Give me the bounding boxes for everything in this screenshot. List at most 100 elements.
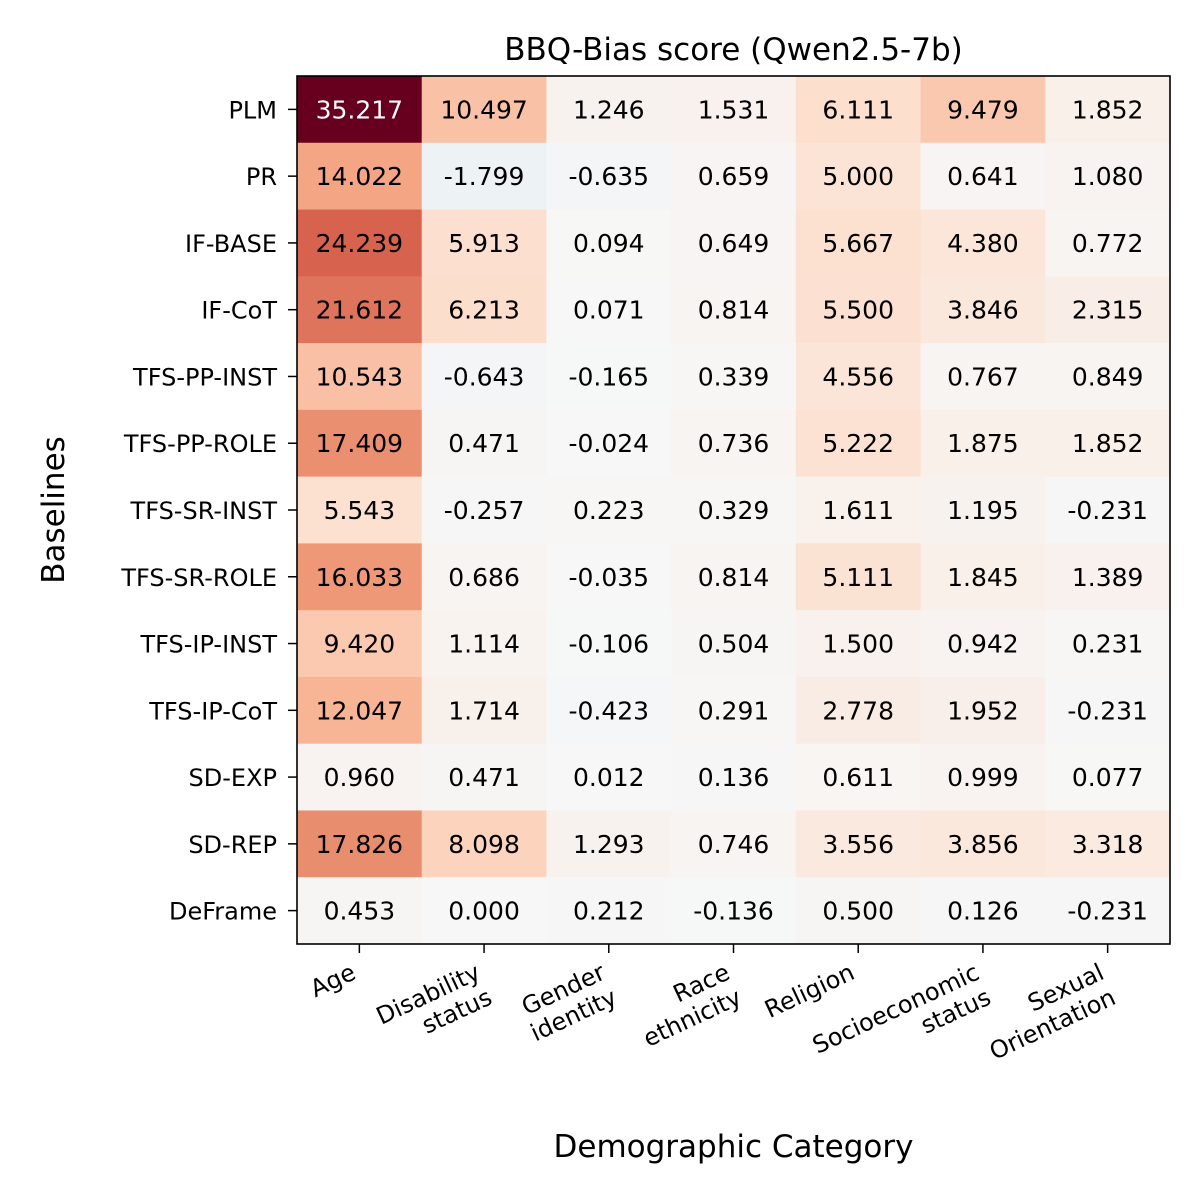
cell-value-label: 4.380: [947, 229, 1019, 258]
cell-value-label: 5.222: [822, 429, 894, 458]
cell-value-label: 6.111: [822, 95, 894, 124]
heatmap-cell: [1045, 76, 1171, 144]
heatmap-cell: [795, 743, 922, 811]
cell-value-label: 3.318: [1072, 830, 1144, 859]
heatmap-cell: [297, 142, 423, 211]
cell-value-label: 21.612: [316, 296, 403, 325]
heatmap-cell: [671, 543, 797, 611]
cell-value-label: 0.814: [698, 296, 770, 325]
cell-value-label: 0.500: [822, 897, 894, 926]
heatmap-cell: [421, 810, 547, 878]
cell-value-label: 0.641: [947, 162, 1019, 191]
cell-value-label: 0.136: [698, 763, 770, 792]
cell-value-label: 0.077: [1072, 763, 1144, 792]
heatmap-cell: [1045, 409, 1171, 478]
cell-value-label: 1.952: [947, 696, 1019, 725]
y-tick-label: TFS-PP-INST: [132, 363, 277, 391]
cell-value-label: 0.471: [448, 429, 520, 458]
cell-value-label: 35.217: [316, 95, 403, 124]
heatmap-cell: [795, 142, 922, 211]
heatmap-cell: [920, 676, 1046, 745]
cell-value-label: 2.315: [1072, 296, 1144, 325]
x-axis-label: Demographic Category: [554, 1129, 914, 1165]
heatmap-cell: [795, 476, 922, 544]
heatmap-cell: [920, 276, 1046, 344]
y-tick-label: TFS-IP-CoT: [148, 697, 277, 725]
heatmap-cell: [1045, 209, 1171, 277]
heatmap-cell: [1045, 610, 1171, 678]
cell-value-label: 3.856: [947, 830, 1019, 859]
cell-value-label: -0.231: [1067, 696, 1148, 725]
cell-value-label: 1.195: [947, 496, 1019, 525]
cell-value-label: 0.849: [1072, 362, 1144, 391]
heatmap-cell: [671, 276, 797, 344]
heatmap-cell: [546, 76, 672, 144]
heatmap-cell: [920, 409, 1046, 478]
y-tick-label: SD-EXP: [189, 764, 277, 792]
cell-value-label: 0.471: [448, 763, 520, 792]
cell-value-label: 0.649: [698, 229, 770, 258]
heatmap-cell: [671, 409, 797, 478]
heatmap-cell: [795, 543, 922, 611]
heatmap-cell: [1045, 543, 1171, 611]
heatmap-cell: [421, 409, 547, 478]
cell-value-label: 0.071: [573, 296, 645, 325]
cell-value-label: 0.659: [698, 162, 770, 191]
cell-value-label: 0.999: [947, 763, 1019, 792]
cell-value-label: 1.611: [822, 496, 894, 525]
y-tick-label: TFS-SR-ROLE: [120, 564, 277, 592]
heatmap-cell: [671, 810, 797, 878]
heatmap-cell: [421, 543, 547, 611]
heatmap-cell: [546, 343, 672, 411]
cell-value-label: -0.231: [1067, 897, 1148, 926]
cell-value-label: 3.556: [822, 830, 894, 859]
heatmap-cell: [795, 209, 922, 277]
cell-value-label: 5.000: [822, 162, 894, 191]
heatmap-cell: [671, 610, 797, 678]
heatmap-cell: [1045, 142, 1171, 211]
cell-value-label: 3.846: [947, 296, 1019, 325]
cell-value-label: 0.291: [698, 696, 770, 725]
heatmap-cell: [421, 476, 547, 544]
heatmap-cell: [546, 676, 672, 745]
heatmap-cell: [920, 810, 1046, 878]
cell-value-label: 1.875: [947, 429, 1019, 458]
heatmap-cell: [795, 610, 922, 678]
cell-value-label: -0.231: [1067, 496, 1148, 525]
heatmap-cell: [920, 76, 1046, 144]
heatmap-cell: [297, 343, 423, 411]
y-tick-label: TFS-PP-ROLE: [123, 430, 277, 458]
y-tick-label: DeFrame: [169, 898, 277, 926]
heatmap-cell: [421, 209, 547, 277]
heatmap-cell: [1045, 476, 1171, 544]
cell-value-label: 0.231: [1072, 630, 1144, 659]
heatmap-cell: [297, 610, 423, 678]
heatmap-cell: [795, 409, 922, 478]
heatmap-cell: [421, 142, 547, 211]
y-tick-label: PLM: [228, 96, 277, 124]
cell-value-label: 1.852: [1072, 429, 1144, 458]
cell-value-label: 0.504: [698, 630, 770, 659]
heatmap-cell: [671, 343, 797, 411]
cell-value-label: 10.497: [440, 95, 527, 124]
cell-value-label: 8.098: [448, 830, 520, 859]
x-tick-label: Raceethnicity: [627, 958, 745, 1053]
heatmap-cell: [795, 76, 922, 144]
heatmap-cell: [671, 142, 797, 211]
heatmap-cell: [546, 476, 672, 544]
heatmap-cell: [297, 276, 423, 344]
heatmap-cell: [671, 476, 797, 544]
cell-value-label: 1.246: [573, 95, 645, 124]
heatmap-cell: [1045, 743, 1171, 811]
heatmap-cell: [1045, 276, 1171, 344]
heatmap-cell: [297, 743, 423, 811]
heatmap-cell: [795, 276, 922, 344]
heatmap-cell: [546, 743, 672, 811]
heatmap-cell: [421, 343, 547, 411]
cell-value-label: 16.033: [316, 563, 403, 592]
cell-value-label: 5.667: [822, 229, 894, 258]
cell-value-label: 5.543: [324, 496, 396, 525]
cell-value-label: 5.500: [822, 296, 894, 325]
heatmap-cell: [795, 343, 922, 411]
heatmap-cell: [546, 877, 672, 945]
